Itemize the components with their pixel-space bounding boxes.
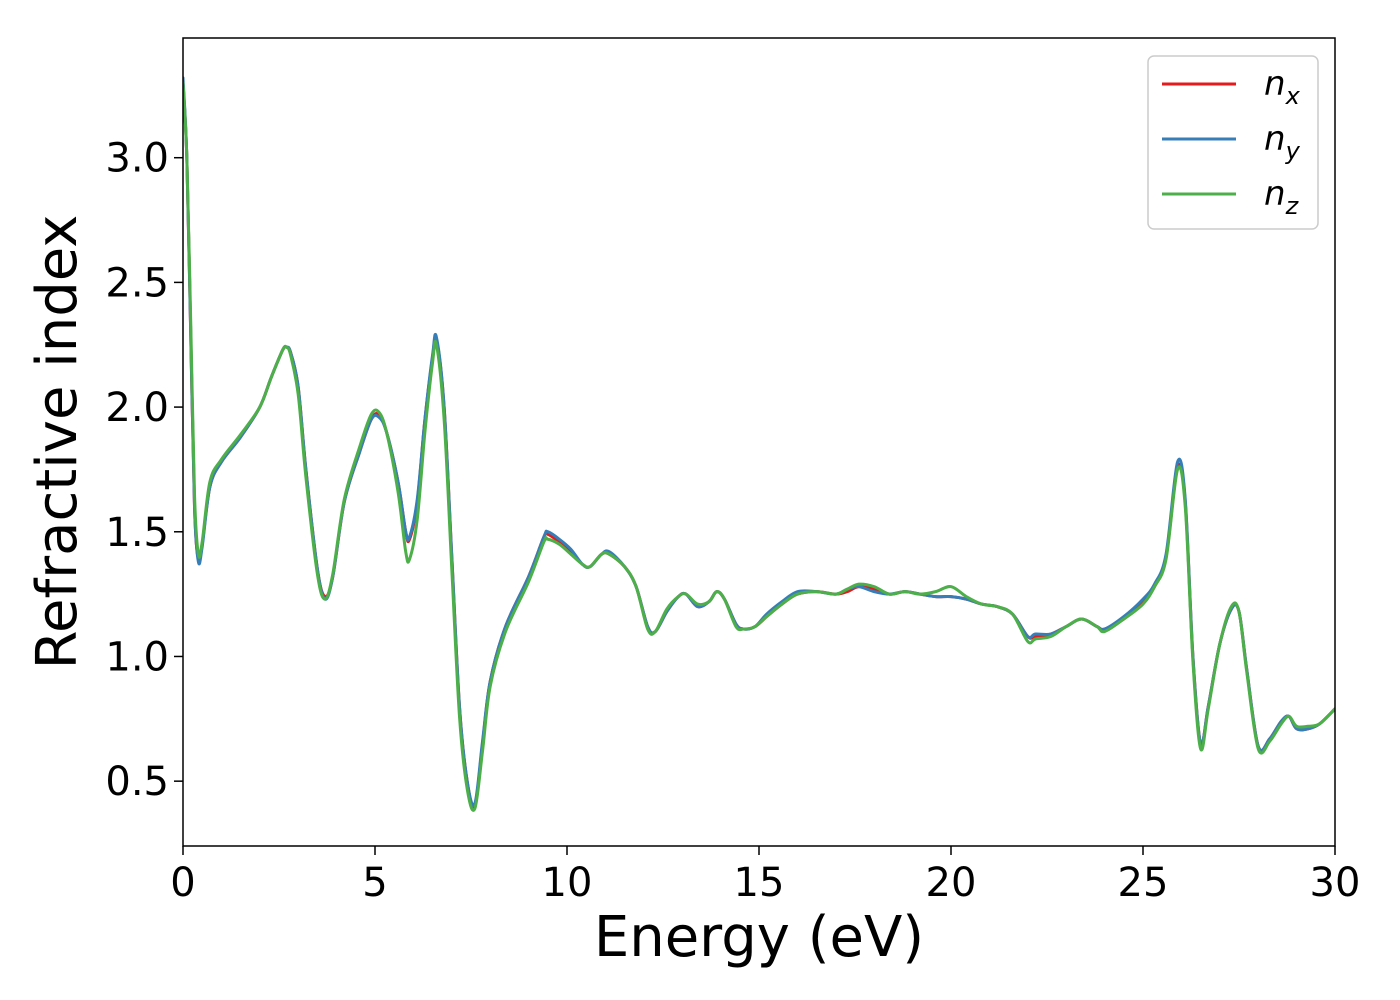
x-axis-label: Energy (eV) [594, 905, 924, 970]
x-tick-label: 25 [1118, 860, 1169, 906]
legend-label-nx: nx [1264, 64, 1301, 110]
x-tick-label: 20 [926, 860, 977, 906]
x-tick-label: 10 [542, 860, 593, 906]
legend: nx ny nz [1147, 55, 1319, 230]
y-tick-label: 2.5 [105, 260, 169, 306]
y-tick-label: 2.0 [105, 385, 169, 431]
y-tick-label: 1.5 [105, 510, 169, 556]
x-axis-ticks: 0 5 10 15 20 25 30 [170, 846, 1360, 906]
x-tick-label: 30 [1310, 860, 1361, 906]
x-tick-label: 0 [170, 860, 195, 906]
y-axis-label: Refractive index [25, 215, 90, 670]
x-tick-label: 15 [734, 860, 785, 906]
y-tick-label: 1.0 [105, 634, 169, 680]
y-tick-label: 0.5 [105, 759, 169, 805]
legend-box [1147, 55, 1319, 230]
legend-label-ny: ny [1264, 119, 1301, 165]
y-tick-label: 3.0 [105, 136, 169, 182]
x-tick-label: 5 [362, 860, 387, 906]
legend-label-nz: nz [1264, 174, 1300, 220]
y-axis-ticks: 0.5 1.0 1.5 2.0 2.5 3.0 [105, 136, 183, 805]
series-line-nz [183, 81, 1335, 812]
series-layer [183, 76, 1335, 812]
